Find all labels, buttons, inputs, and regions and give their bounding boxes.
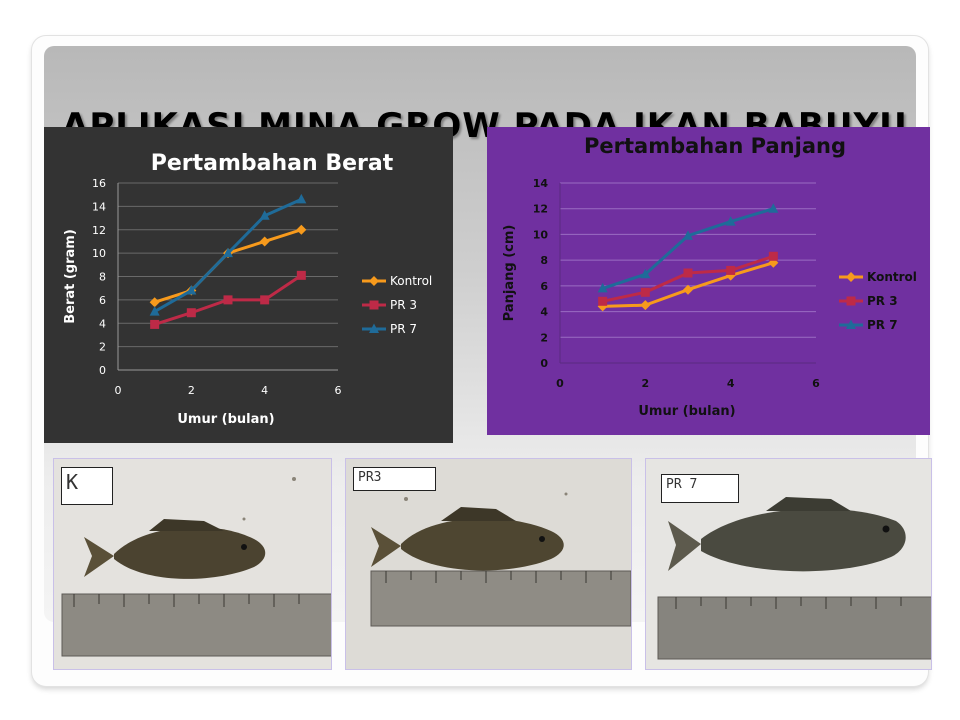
legend-marker-pr3 bbox=[369, 300, 379, 310]
x-tick-label: 6 bbox=[812, 377, 820, 390]
y-tick-label: 12 bbox=[533, 203, 548, 216]
y-tick-label: 14 bbox=[92, 200, 106, 213]
legend-marker-pr7 bbox=[369, 323, 379, 333]
x-axis-label: Umur (bulan) bbox=[177, 412, 274, 427]
weight-chart-panel: Pertambahan Berat 0 2 4 6 8 10 12 14 16 0 2 4 6 Umur (… bbox=[44, 127, 453, 443]
y-tick-label: 6 bbox=[99, 294, 106, 307]
photo-label-k: K bbox=[61, 467, 113, 505]
data-point-pr3 bbox=[260, 295, 270, 305]
y-tick-label: 8 bbox=[99, 271, 106, 284]
data-point-kontrol bbox=[149, 297, 160, 308]
data-point-kontrol bbox=[640, 300, 651, 311]
y-tick-label: 14 bbox=[533, 177, 549, 190]
y-tick-label: 10 bbox=[92, 247, 106, 260]
fish-k bbox=[84, 519, 266, 579]
data-point-pr7 bbox=[683, 230, 693, 240]
data-point-pr7 bbox=[640, 268, 651, 279]
data-point-kontrol bbox=[259, 236, 270, 247]
data-point-pr7 bbox=[296, 193, 307, 204]
x-tick-label: 2 bbox=[642, 377, 650, 390]
legend-label-kontrol: Kontrol bbox=[867, 270, 917, 284]
fish-pr7-image bbox=[646, 459, 931, 669]
ruler-pr3 bbox=[370, 570, 631, 627]
fish-photo-k: K bbox=[53, 458, 332, 670]
data-point-pr3 bbox=[296, 270, 306, 280]
data-point-pr7 bbox=[597, 282, 608, 293]
legend-marker-pr7 bbox=[846, 319, 856, 329]
photo-label-pr7: PR 7 bbox=[661, 474, 739, 503]
x-tick-label: 6 bbox=[335, 384, 342, 397]
legend-marker-pr3 bbox=[846, 296, 856, 306]
length-chart-panel: Pertambahan Panjang 0 2 4 6 8 10 12 14 0 2 4 6 Umur (… bbox=[487, 127, 930, 435]
data-point-kontrol bbox=[683, 284, 693, 295]
x-tick-label: 4 bbox=[261, 384, 268, 397]
data-point-pr3 bbox=[150, 319, 160, 329]
weight-chart: Pertambahan Berat 0 2 4 6 8 10 12 14 16 0 2 4 6 Umur (… bbox=[44, 127, 453, 443]
y-tick-label: 2 bbox=[99, 341, 106, 354]
legend-label-pr3: PR 3 bbox=[867, 294, 898, 308]
chart-background bbox=[44, 127, 453, 443]
y-tick-label: 16 bbox=[92, 177, 106, 190]
fish-photo-pr3: PR3 bbox=[345, 458, 632, 670]
y-tick-label: 4 bbox=[99, 317, 106, 330]
data-point-pr7 bbox=[186, 285, 197, 295]
data-point-pr3 bbox=[186, 308, 196, 318]
y-tick-label: 4 bbox=[540, 306, 548, 319]
y-tick-label: 8 bbox=[540, 254, 548, 267]
y-tick-label: 0 bbox=[99, 364, 106, 377]
x-axis-label: Umur (bulan) bbox=[638, 404, 735, 419]
legend-label-pr7: PR 7 bbox=[867, 318, 898, 332]
y-axis-label: Berat (gram) bbox=[63, 229, 78, 324]
legend-label-pr3: PR 3 bbox=[390, 298, 417, 312]
data-point-pr3 bbox=[223, 295, 233, 305]
y-tick-label: 12 bbox=[92, 224, 106, 237]
legend-marker-kontrol bbox=[369, 276, 379, 286]
data-point-pr3 bbox=[726, 265, 736, 275]
x-tick-label: 2 bbox=[188, 384, 195, 397]
legend-marker-kontrol bbox=[846, 272, 856, 282]
fish-pr3 bbox=[371, 507, 564, 571]
y-axis-label: Panjang (cm) bbox=[502, 225, 517, 322]
y-tick-label: 0 bbox=[540, 357, 548, 370]
chart-background bbox=[487, 127, 930, 435]
x-tick-label: 0 bbox=[115, 384, 122, 397]
chart-title: Pertambahan Panjang bbox=[584, 134, 846, 158]
length-chart: Pertambahan Panjang 0 2 4 6 8 10 12 14 0 2 4 6 Umur (… bbox=[487, 127, 930, 435]
chart-title: Pertambahan Berat bbox=[151, 151, 394, 176]
x-tick-label: 0 bbox=[556, 377, 564, 390]
ruler-pr7 bbox=[657, 596, 931, 660]
data-point-pr3 bbox=[768, 251, 778, 261]
data-point-pr3 bbox=[598, 296, 608, 306]
ruler-k bbox=[61, 593, 331, 657]
data-point-pr7 bbox=[725, 216, 736, 226]
y-tick-label: 2 bbox=[540, 331, 548, 344]
data-point-pr7 bbox=[259, 210, 270, 220]
data-point-pr3 bbox=[683, 268, 693, 278]
legend-label-pr7: PR 7 bbox=[390, 322, 417, 336]
data-point-kontrol bbox=[296, 224, 307, 235]
data-point-pr7 bbox=[223, 247, 233, 258]
data-point-pr7 bbox=[149, 306, 160, 316]
data-point-pr3 bbox=[640, 287, 650, 297]
legend-label-kontrol: Kontrol bbox=[390, 274, 432, 288]
fish-pr7 bbox=[668, 497, 906, 572]
x-tick-label: 4 bbox=[727, 377, 735, 390]
fish-pr3-image bbox=[346, 459, 631, 669]
y-tick-label: 6 bbox=[540, 280, 548, 293]
y-tick-label: 10 bbox=[533, 228, 549, 241]
photo-label-pr3: PR3 bbox=[353, 467, 436, 491]
data-point-pr7 bbox=[768, 203, 779, 213]
fish-photo-pr7: PR 7 bbox=[645, 458, 932, 670]
